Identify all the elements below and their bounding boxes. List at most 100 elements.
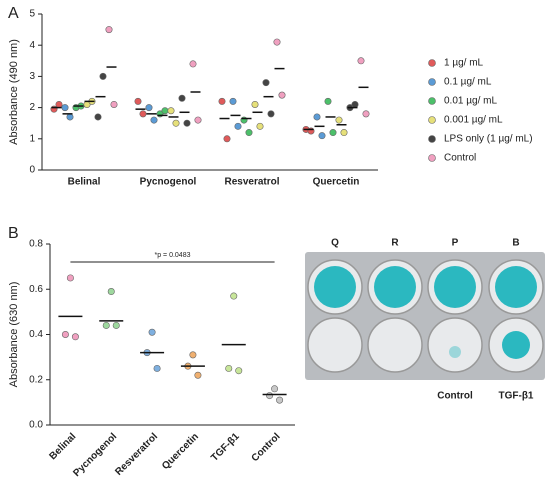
dot bbox=[271, 385, 279, 393]
stain bbox=[449, 346, 461, 358]
dot bbox=[134, 97, 142, 105]
legend-label: 0.001 µg/ mL bbox=[444, 115, 503, 126]
dot bbox=[229, 97, 237, 105]
row-label: TGF-β1 bbox=[499, 391, 534, 402]
legend-marker bbox=[428, 97, 436, 105]
dot bbox=[278, 91, 286, 99]
dot bbox=[71, 333, 79, 341]
dot bbox=[148, 328, 156, 336]
column-label: Q bbox=[331, 238, 339, 249]
dot bbox=[351, 100, 359, 108]
column-label: P bbox=[452, 238, 459, 249]
dot bbox=[61, 104, 69, 112]
well bbox=[367, 317, 423, 373]
photo: Q R P B Control TGF-β1 bbox=[305, 238, 545, 402]
y-tick-label: 0.8 bbox=[29, 239, 43, 250]
dot bbox=[235, 367, 243, 375]
dot bbox=[153, 364, 161, 372]
row-label: Control bbox=[437, 391, 473, 402]
y-tick-label: 3 bbox=[29, 71, 35, 82]
y-axis-label: Absorbance (630 nm) bbox=[8, 282, 20, 388]
dot bbox=[262, 79, 270, 87]
dot bbox=[251, 100, 259, 108]
dot bbox=[107, 288, 115, 296]
dot bbox=[161, 107, 169, 115]
dot bbox=[139, 110, 147, 118]
dot bbox=[324, 97, 332, 105]
plate bbox=[305, 252, 545, 380]
y-tick-label: 0.4 bbox=[29, 329, 43, 340]
dot bbox=[61, 330, 69, 338]
column-label: R bbox=[391, 238, 399, 249]
dot bbox=[256, 122, 264, 130]
panel-label: A bbox=[8, 5, 19, 22]
y-tick-label: 1 bbox=[29, 133, 35, 144]
y-tick-label: 5 bbox=[29, 9, 35, 20]
stain bbox=[502, 331, 530, 359]
well bbox=[307, 317, 363, 373]
stain bbox=[314, 266, 356, 308]
dot bbox=[172, 119, 180, 127]
dot bbox=[357, 57, 365, 65]
panel-label: B bbox=[8, 225, 19, 242]
dot bbox=[183, 119, 191, 127]
well bbox=[427, 317, 483, 373]
dot bbox=[66, 274, 74, 282]
dot bbox=[329, 129, 337, 137]
dot bbox=[102, 321, 110, 329]
dot bbox=[267, 110, 275, 118]
dot bbox=[105, 26, 113, 34]
legend-label: 0.01 µg/ mL bbox=[444, 96, 497, 107]
x-tick-label: Quercetin bbox=[313, 177, 360, 188]
dot bbox=[99, 72, 107, 80]
dot bbox=[55, 100, 63, 108]
dot bbox=[266, 392, 274, 400]
legend-marker bbox=[428, 59, 436, 67]
stain bbox=[374, 266, 416, 308]
y-axis-label: Absorbance (490 nm) bbox=[8, 39, 20, 145]
stain bbox=[434, 266, 476, 308]
legend-label: 1 µg/ mL bbox=[444, 58, 484, 69]
dot bbox=[230, 292, 238, 300]
dot bbox=[223, 135, 231, 143]
y-tick-label: 0.2 bbox=[29, 374, 43, 385]
legend-label: Control bbox=[444, 153, 476, 164]
legend-marker bbox=[428, 135, 436, 143]
y-tick-label: 0.0 bbox=[29, 420, 43, 431]
dot bbox=[362, 110, 370, 118]
dot bbox=[112, 321, 120, 329]
legend-marker bbox=[428, 78, 436, 86]
x-tick-label: Belinal bbox=[68, 177, 101, 188]
y-tick-label: 0 bbox=[29, 165, 35, 176]
dot bbox=[335, 116, 343, 124]
dot bbox=[340, 129, 348, 137]
y-tick-label: 0.6 bbox=[29, 284, 43, 295]
dot bbox=[218, 97, 226, 105]
dot bbox=[273, 38, 281, 46]
dot bbox=[150, 116, 158, 124]
annotation: *p = 0.0483 bbox=[154, 252, 190, 259]
dot bbox=[313, 113, 321, 121]
legend-marker bbox=[428, 154, 436, 162]
dot bbox=[225, 364, 233, 372]
dot bbox=[234, 122, 242, 130]
y-tick-label: 2 bbox=[29, 102, 35, 113]
stain bbox=[495, 266, 537, 308]
dot bbox=[110, 100, 118, 108]
dot bbox=[276, 396, 284, 404]
dot bbox=[66, 113, 74, 121]
dot bbox=[318, 132, 326, 140]
dot bbox=[189, 60, 197, 68]
dot bbox=[194, 371, 202, 379]
legend-marker bbox=[428, 116, 436, 124]
x-tick-label: Resveratrol bbox=[224, 177, 279, 188]
column-label: B bbox=[512, 238, 519, 249]
legend-label: 0.1 µg/ mL bbox=[444, 77, 492, 88]
x-tick-label: Pycnogenol bbox=[140, 177, 197, 188]
dot bbox=[94, 113, 102, 121]
dot bbox=[167, 107, 175, 115]
dot bbox=[194, 116, 202, 124]
dot bbox=[189, 351, 197, 359]
